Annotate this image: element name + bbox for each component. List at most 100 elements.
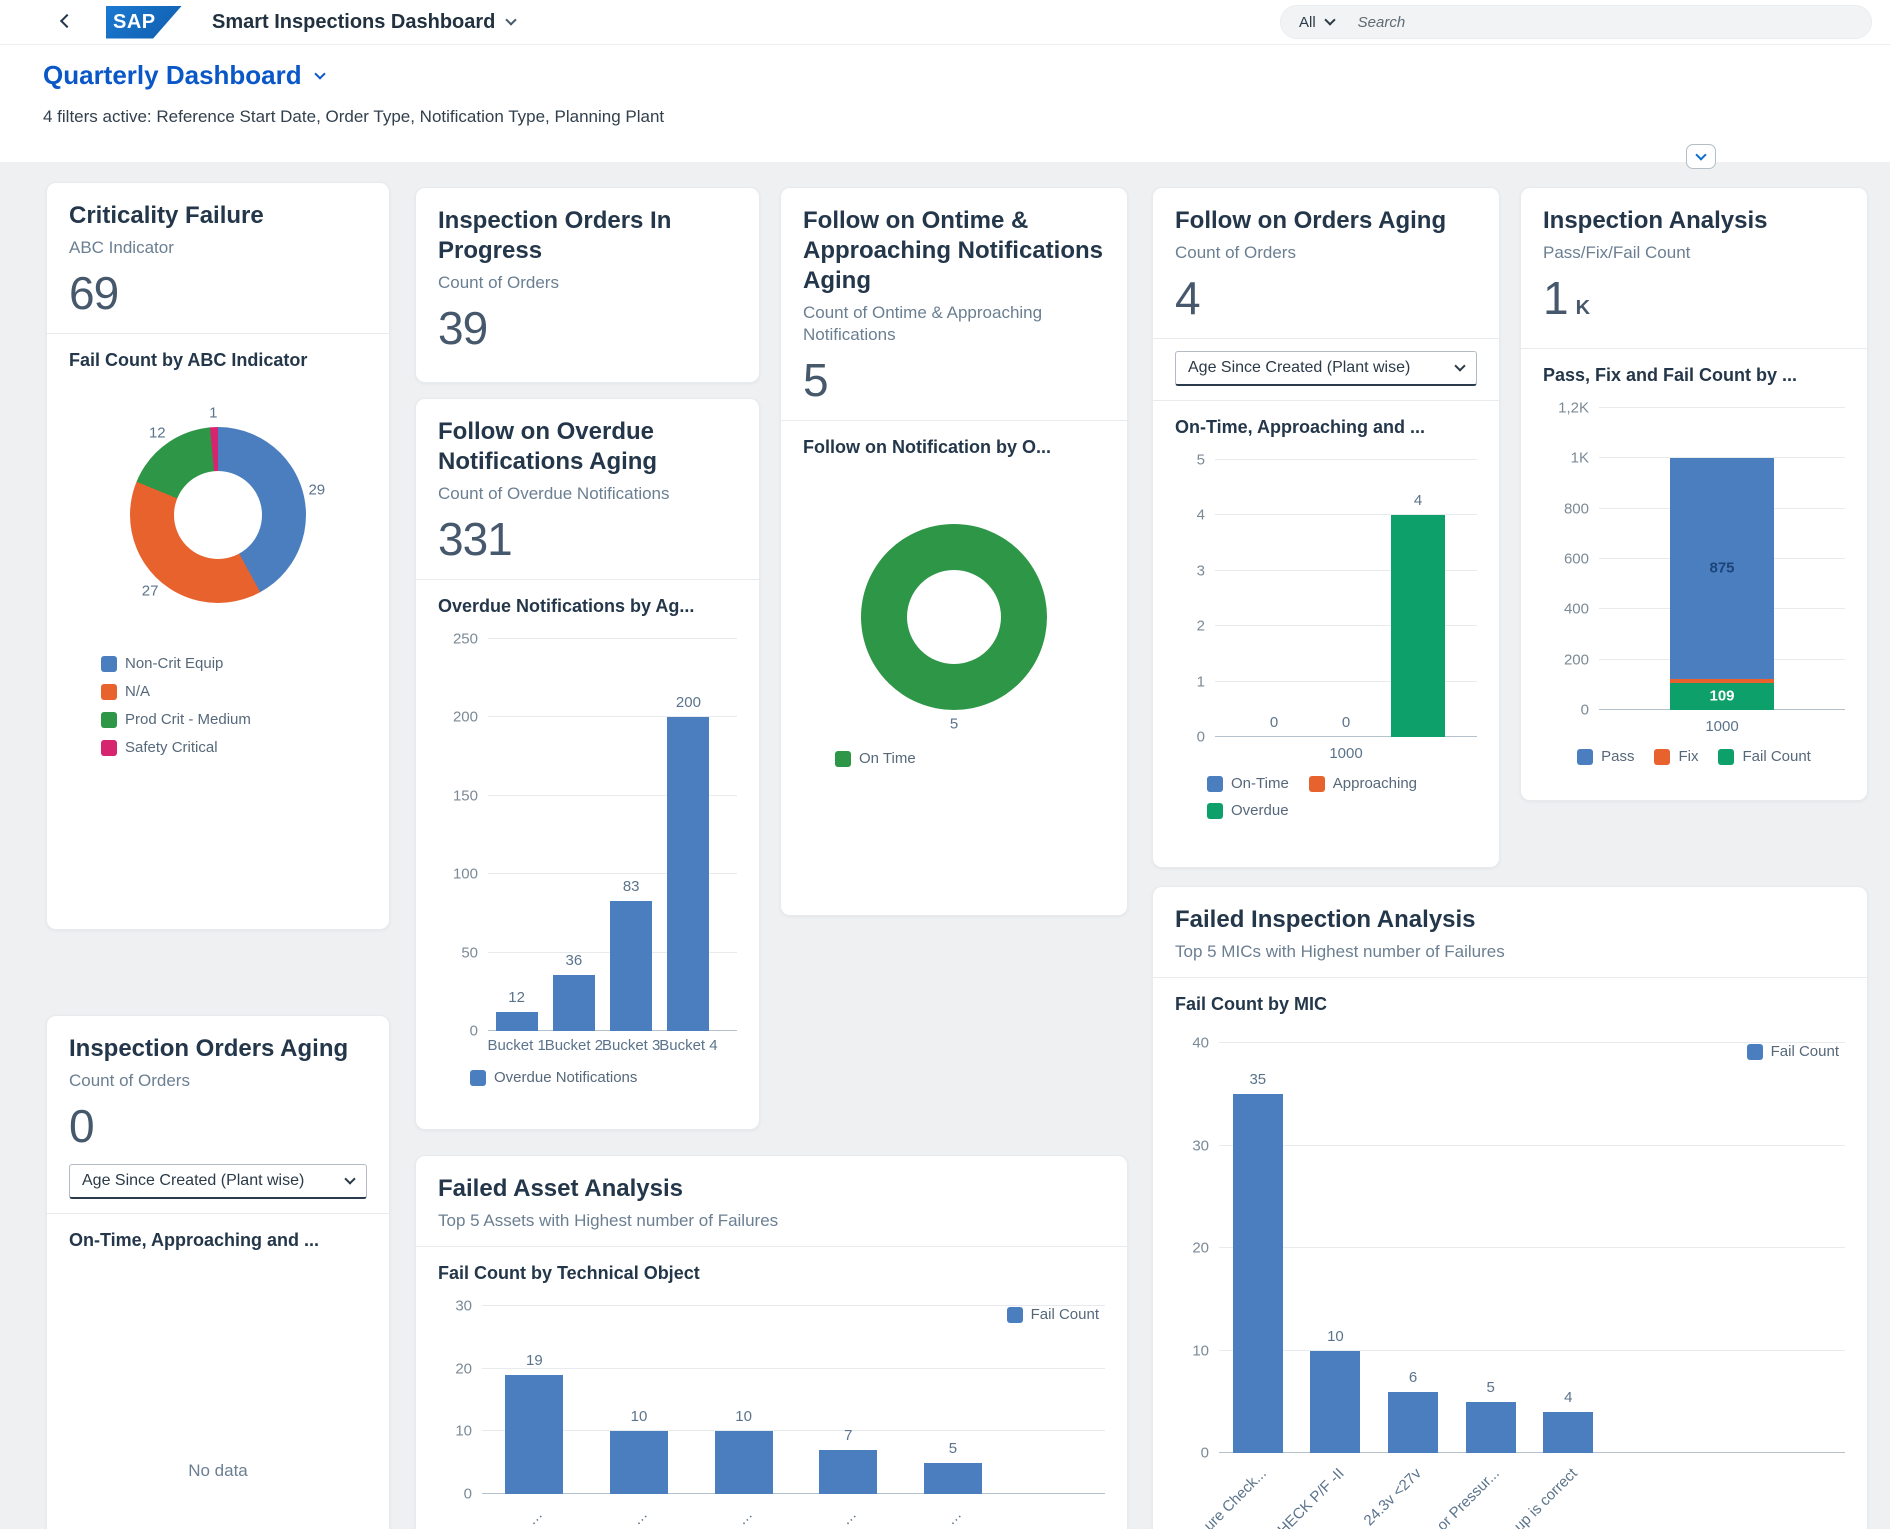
y-axis-tick-label: 200 [452,708,478,726]
search-bar[interactable]: All [1280,5,1872,39]
legend-item[interactable]: Approaching [1308,775,1418,792]
y-axis-tick-label: 40 [1192,1034,1209,1052]
legend-item[interactable]: Non-Crit Equip [101,655,223,672]
card-subtitle: Count of Orders [1175,243,1296,262]
bar-slot: 10… [691,1306,796,1529]
legend-item[interactable]: Fix [1654,748,1698,765]
x-axis-category-label: 1000 [1705,718,1739,735]
plot-area: 12 Bucket 1 36 Bucket 2 83 Bucket 3 200 Bucket … [487,638,737,1054]
collapse-filter-bar-button[interactable] [1686,144,1716,169]
on-time-donut-chart: 5 [835,498,1073,736]
bar-slot: 10… [587,1306,692,1529]
sap-logo[interactable]: SAP [106,5,182,39]
bar-segment-pass[interactable]: 875 [1670,458,1774,679]
chart-legend: Fail Count [1746,1043,1839,1060]
plot-area: 0 0 4 [1215,459,1477,737]
bar-slot: 4 [1389,460,1447,737]
legend-item[interactable]: Fail Count [1718,748,1811,765]
legend-item[interactable]: Fail Count [1746,1043,1839,1060]
bar[interactable] [552,974,595,1031]
y-axis: 5 4 3 2 1 0 [1175,452,1215,746]
donut-ring[interactable] [861,524,1047,710]
y-axis-tick-label: 10 [455,1422,472,1440]
follow-on-overdue-notifications-aging-card: Follow on Overdue Notifications Aging Co… [415,398,760,1130]
legend-swatch [1746,1043,1763,1060]
y-axis: 40 30 20 10 0 [1175,1035,1219,1462]
legend-item[interactable]: Safety Critical [101,739,218,756]
legend-item[interactable]: On-Time [1207,775,1289,792]
story-title: Quarterly Dashboard [43,60,302,90]
chevron-down-icon [313,67,326,80]
active-filters-text: 4 filters active: Reference Start Date, … [43,107,665,126]
bar[interactable] [667,717,710,1031]
legend-item[interactable]: Overdue [1207,802,1289,819]
legend-item[interactable]: Prod Crit - Medium [101,711,251,728]
stacked-bar[interactable]: 109 875 [1670,458,1774,710]
chart-legend: Pass Fix Fail Count [1543,748,1845,765]
card-subtitle: Count of Orders [69,1071,190,1090]
search-input[interactable] [1355,12,1853,32]
bar[interactable] [923,1462,982,1494]
x-axis-label: … [733,1506,756,1529]
bar[interactable] [1388,1391,1439,1453]
y-axis-tick-label: 1 [1196,673,1205,691]
bar[interactable] [609,1431,668,1494]
x-axis-label: … [628,1506,652,1529]
legend-swatch [1207,802,1223,819]
slice-value-label: 12 [148,424,166,442]
bar[interactable] [819,1450,878,1494]
bar-segment-fail-count[interactable]: 109 [1670,682,1774,710]
legend-label: Approaching [1332,775,1418,792]
legend-item[interactable]: On Time [835,750,916,767]
bar[interactable] [714,1431,773,1494]
x-axis-label: HECK P/F -II [1274,1465,1348,1529]
chart-title: Fail Count by Technical Object [438,1263,700,1283]
y-axis-tick-label: 1,2K [1558,399,1589,417]
card-subtitle: Count of Ontime & Approaching Notificati… [803,303,1043,344]
legend-swatch [101,739,117,756]
legend-swatch [1654,748,1671,765]
y-axis-tick-label: 1K [1570,449,1589,467]
story-title-menu[interactable]: Quarterly Dashboard [43,60,664,91]
legend-item[interactable]: Pass [1577,748,1634,765]
app-title: Smart Inspections Dashboard [212,10,496,33]
bar[interactable] [1310,1350,1361,1453]
bar[interactable] [610,900,653,1031]
donut-ring[interactable] [130,427,306,603]
bar[interactable] [1543,1412,1594,1453]
bar-segment-fix[interactable] [1670,678,1774,683]
back-icon[interactable] [59,13,75,31]
y-axis-tick-label: 10 [1192,1342,1209,1359]
legend-item[interactable]: Overdue Notifications [470,1069,637,1086]
app-title-menu[interactable]: Smart Inspections Dashboard [212,10,518,34]
card-subtitle: ABC Indicator [69,238,174,257]
bar-value-label: 5 [948,1439,958,1457]
bar[interactable] [1465,1401,1516,1453]
legend-item[interactable]: Fail Count [1006,1306,1099,1323]
legend-label: Fail Count [1770,1043,1839,1060]
y-axis-tick-label: 0 [463,1485,472,1503]
donut-hole [174,471,262,559]
chart-title: Fail Count by MIC [1175,994,1327,1014]
x-axis-label: Bucket 4 [659,1037,718,1054]
bar[interactable] [505,1374,564,1494]
search-scope-value: All [1299,13,1316,31]
age-since-created-select[interactable]: Age Since Created (Plant wise) [1175,351,1477,386]
legend-label: Overdue Notifications [494,1069,638,1086]
legend-swatch [1006,1306,1023,1323]
bar[interactable] [1232,1094,1283,1453]
bar[interactable] [495,1012,538,1031]
plot-area: 35 ure Check... 10 HECK P/F -II 6 24.3v <27v 5… [1201,1042,1845,1529]
bar[interactable] [1391,515,1445,737]
card-title: Failed Inspection Analysis [1175,906,1476,933]
age-since-created-select[interactable]: Age Since Created (Plant wise) [69,1164,367,1199]
legend-swatch [1207,775,1223,792]
y-axis-tick-label: 600 [1563,550,1589,568]
gridline [1219,1349,1845,1351]
legend-item[interactable]: N/A [101,683,150,700]
gridline [482,1430,1105,1432]
bar-slot: 200 Bucket 4 [659,639,717,1054]
search-scope-select[interactable]: All [1299,13,1336,31]
divider [1153,338,1499,339]
